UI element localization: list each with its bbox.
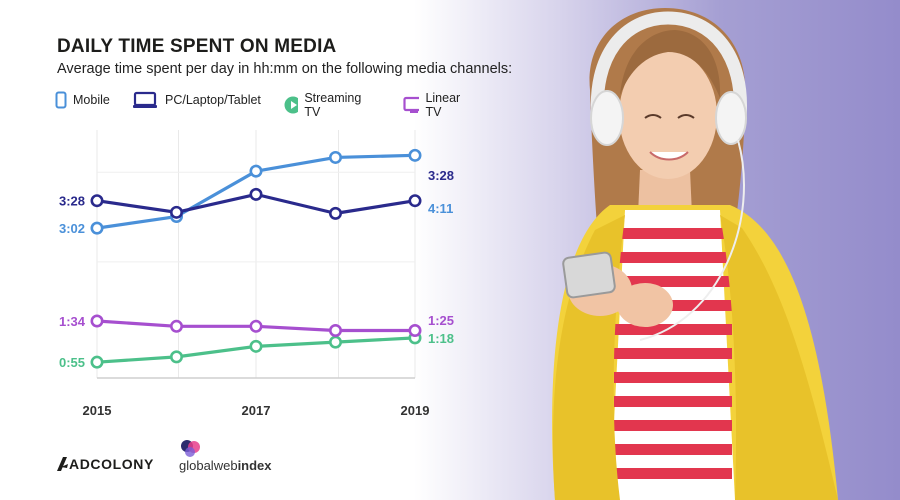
data-point-linear-tv-2019 — [408, 324, 422, 338]
legend-item-mobile: Mobile — [55, 91, 110, 109]
data-point-streaming-tv-2017 — [249, 339, 263, 353]
monitor-icon — [133, 91, 157, 108]
data-point-mobile-2017 — [249, 164, 263, 178]
data-point-streaming-tv-2015 — [90, 355, 104, 369]
data-point-streaming-tv-2016 — [170, 350, 184, 364]
globalwebindex-mark-icon — [181, 440, 200, 457]
play-circle-icon — [284, 96, 299, 114]
end-label-mobile: 4:11 — [428, 201, 453, 216]
legend-label-linear: Linear TV — [425, 91, 461, 119]
x-tick-label-2019: 2019 — [401, 403, 430, 418]
adcolony-mark-icon — [57, 457, 68, 471]
data-point-linear-tv-2018 — [328, 324, 342, 338]
start-label-linear-tv: 1:34 — [59, 314, 86, 329]
data-point-mobile-2015 — [90, 221, 104, 235]
data-point-pc-laptop-tablet-2018 — [328, 206, 342, 220]
data-point-linear-tv-2016 — [170, 319, 184, 333]
line-chart: 2015 2017 2019 3:02 3:28 0:55 1:34 4:11 3:28 1:18… — [59, 130, 454, 418]
tv-icon — [403, 96, 420, 113]
data-point-pc-laptop-tablet-2015 — [90, 194, 104, 208]
chart-title: DAILY TIME SPENT ON MEDIA — [57, 36, 337, 57]
data-point-pc-laptop-tablet-2017 — [249, 187, 263, 201]
gwi-part-index: index — [237, 458, 272, 473]
adcolony-logo: ADCOLONY — [55, 455, 154, 473]
globalwebindex-wordmark: globalwebindex — [179, 458, 272, 473]
mobile-phone-icon — [55, 91, 67, 109]
end-label-linear-tv: 1:25 — [428, 313, 454, 328]
legend-item-pc: PC/Laptop/Tablet — [133, 91, 261, 109]
legend-item-streaming: Streaming TV — [284, 91, 365, 119]
end-label-streaming-tv: 1:18 — [428, 331, 454, 346]
end-label-pc-laptop-tablet: 3:28 — [428, 168, 454, 183]
x-tick-label-2015: 2015 — [83, 403, 112, 418]
gwi-part-web: web — [213, 458, 238, 473]
brand-logos: ADCOLONY globalwebindex — [55, 440, 315, 480]
legend-label-mobile: Mobile — [73, 93, 110, 107]
data-point-streaming-tv-2018 — [328, 335, 342, 349]
start-label-mobile: 3:02 — [59, 221, 85, 236]
data-point-linear-tv-2017 — [249, 319, 263, 333]
start-label-pc-laptop-tablet: 3:28 — [59, 194, 85, 209]
legend-label-pc: PC/Laptop/Tablet — [165, 93, 261, 107]
adcolony-wordmark: ADCOLONY — [69, 456, 154, 472]
data-point-mobile-2018 — [328, 150, 342, 164]
legend-item-linear: Linear TV — [403, 91, 466, 119]
x-tick-label-2017: 2017 — [242, 403, 271, 418]
chart-subtitle: Average time spent per day in hh:mm on t… — [57, 61, 513, 77]
data-point-pc-laptop-tablet-2016 — [170, 205, 184, 219]
person-photo — [552, 8, 838, 500]
start-label-streaming-tv: 0:55 — [59, 355, 85, 370]
legend-label-streaming: Streaming TV — [304, 91, 362, 119]
data-point-pc-laptop-tablet-2019 — [408, 194, 422, 208]
gwi-part-global: global — [179, 458, 214, 473]
data-point-mobile-2019 — [408, 148, 422, 162]
data-point-linear-tv-2015 — [90, 314, 104, 328]
